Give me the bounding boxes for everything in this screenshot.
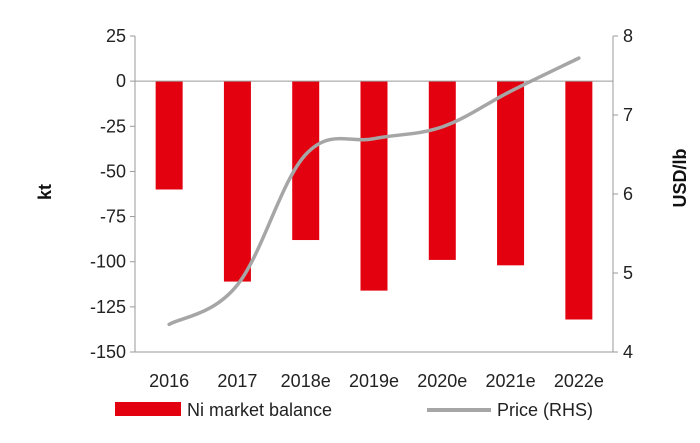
x-tick-label: 2016: [149, 371, 189, 391]
x-tick-label: 2021e: [486, 371, 536, 391]
bar-2018e: [292, 81, 320, 241]
left-tick-label: -75: [100, 207, 126, 227]
left-tick-label: -100: [90, 252, 126, 272]
left-tick-label: -25: [100, 116, 126, 136]
price-line: [167, 56, 581, 327]
bar-2022e: [565, 81, 593, 320]
left-tick-label: -125: [90, 297, 126, 317]
bar-2017: [223, 81, 251, 282]
legend-bar-swatch: [115, 402, 181, 416]
right-tick-label: 6: [623, 184, 633, 204]
plot-area: [155, 56, 593, 327]
left-axis: 25 0 -25 -50 -75 -100 -125 -150: [90, 26, 613, 362]
right-tick-label: 4: [623, 342, 633, 362]
legend-item-bars[interactable]: Ni market balance: [115, 400, 332, 420]
left-tick-label: 0: [116, 71, 126, 91]
y2-axis-title: USD/lb: [670, 148, 690, 207]
bar-2021e: [497, 81, 525, 266]
left-tick-label: -50: [100, 161, 126, 181]
x-tick-label: 2022e: [554, 371, 604, 391]
y-axis-title: kt: [35, 184, 55, 200]
legend-item-line[interactable]: Price (RHS): [427, 400, 593, 420]
right-axis: 8 7 6 5 4: [612, 26, 633, 362]
bar-2020e: [428, 81, 456, 260]
right-tick-label: 8: [623, 26, 633, 46]
x-tick-label: 2020e: [417, 371, 467, 391]
x-tick-label: 2019e: [349, 371, 399, 391]
bar-2016: [155, 81, 183, 190]
legend-bar-label: Ni market balance: [187, 400, 332, 420]
x-tick-label: 2017: [217, 371, 257, 391]
left-tick-label: 25: [106, 26, 126, 46]
bar-2019e: [360, 81, 388, 291]
left-tick-label: -150: [90, 342, 126, 362]
right-tick-label: 7: [623, 105, 633, 125]
x-axis: 2016 2017 2018e 2019e 2020e 2021e 2022e: [135, 351, 613, 391]
legend: Ni market balance Price (RHS): [115, 400, 593, 420]
legend-line-label: Price (RHS): [497, 400, 593, 420]
right-tick-label: 5: [623, 263, 633, 283]
x-tick-label: 2018e: [281, 371, 331, 391]
